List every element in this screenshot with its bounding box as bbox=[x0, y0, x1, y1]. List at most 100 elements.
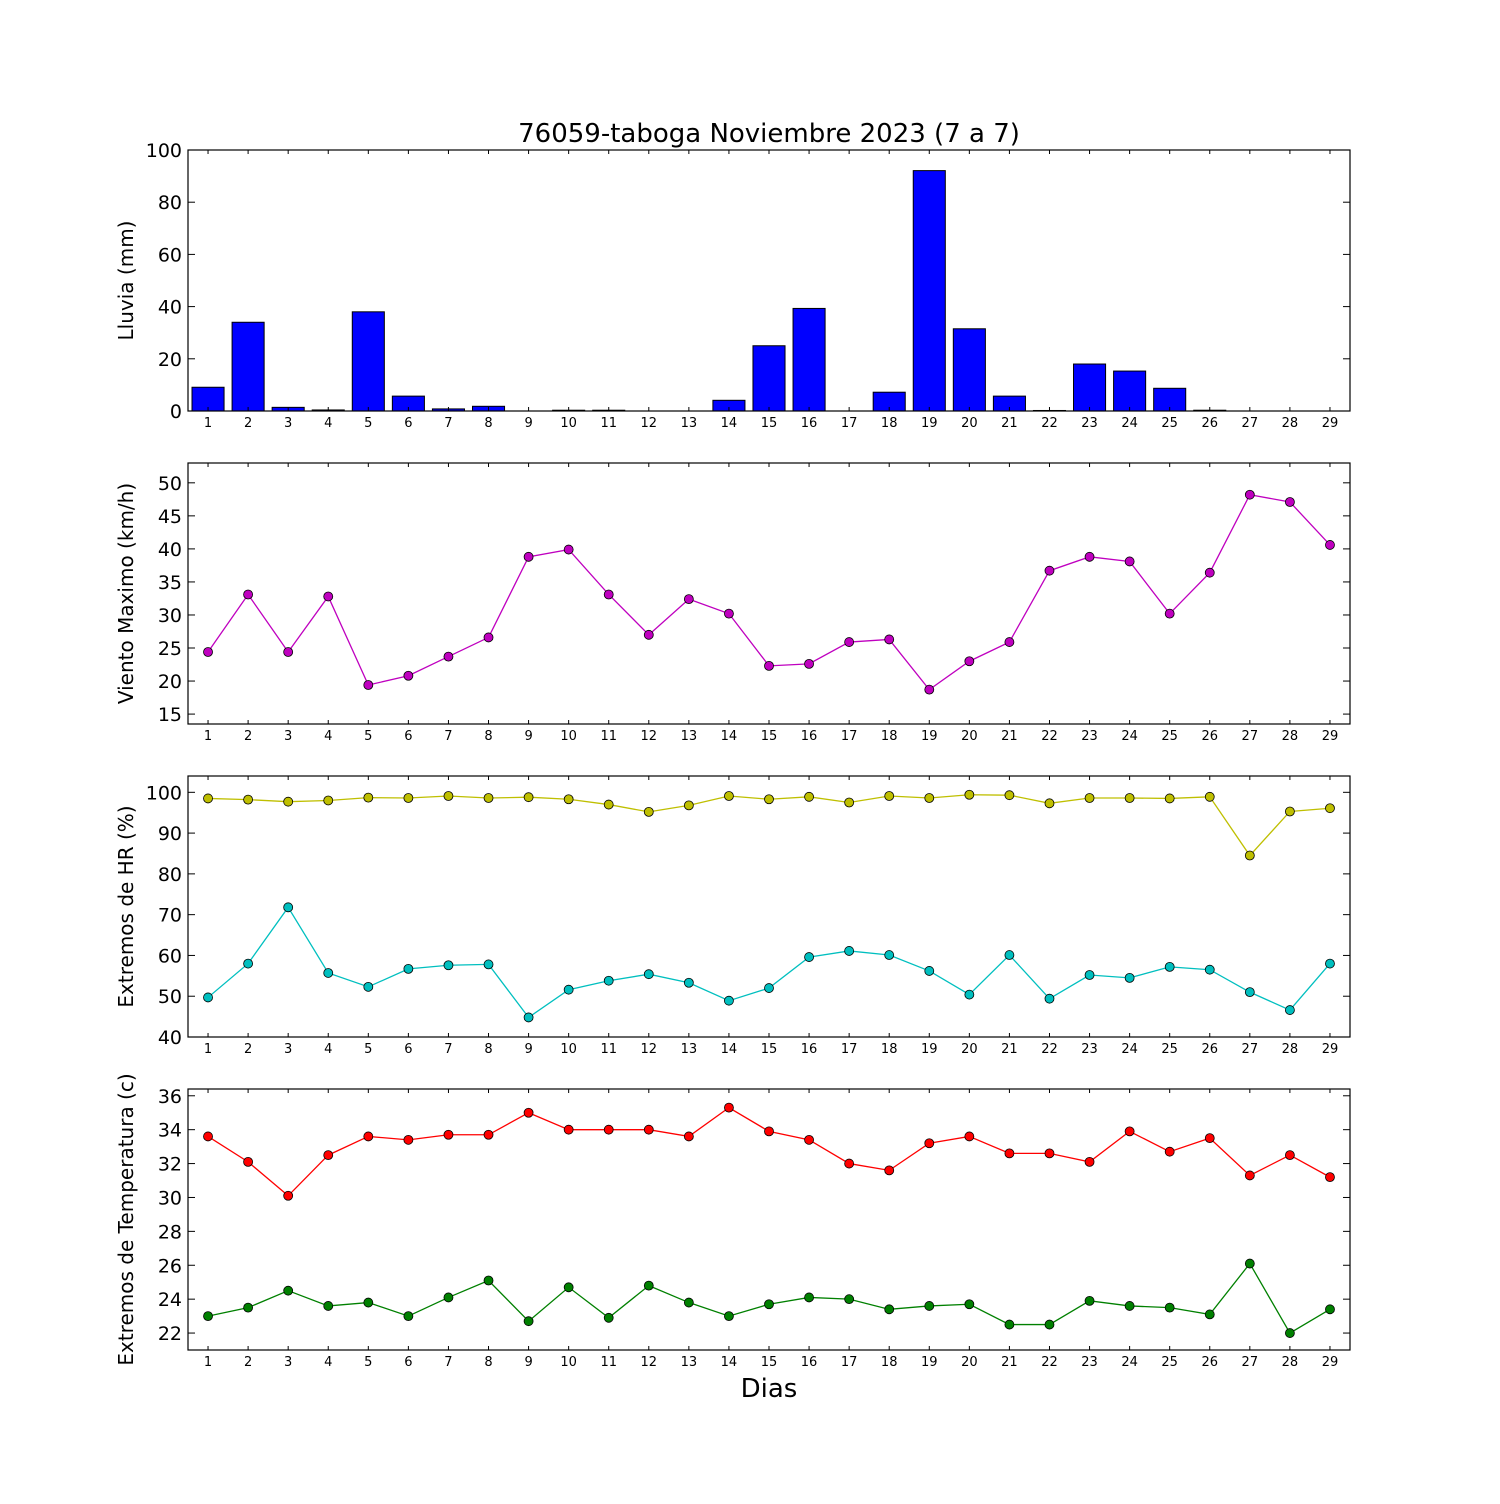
humidity-point-s1-day-15 bbox=[764, 794, 774, 805]
rain-xtick-label-25: 25 bbox=[1161, 416, 1178, 431]
temperature-point-s2-day-21 bbox=[1004, 1319, 1015, 1330]
temperature-point-s2-day-26 bbox=[1204, 1309, 1215, 1320]
wind-xtick-label-18: 18 bbox=[881, 729, 898, 744]
wind-point-s1-day-21 bbox=[1004, 637, 1015, 647]
humidity-point-s1-day-6 bbox=[403, 793, 414, 803]
temperature-ytick-label-36: 36 bbox=[158, 1086, 182, 1108]
temperature-point-s2-day-7 bbox=[443, 1292, 454, 1303]
rain-xtick-label-27: 27 bbox=[1242, 416, 1259, 431]
wind-point-s1-day-23 bbox=[1084, 551, 1095, 562]
humidity-point-s2-day-21 bbox=[1004, 950, 1015, 960]
temperature-panel: 1 2 3 4 5 6 7 8 9 10 11 12 13 14 15 16 17 18 19 20 21 22 23 24 2… bbox=[114, 1073, 1351, 1370]
wind-ytick-label-25: 25 bbox=[158, 638, 182, 660]
wind-xtick-label-15: 15 bbox=[761, 729, 778, 744]
wind-point-s1-day-14 bbox=[724, 608, 734, 619]
humidity-point-s2-day-27 bbox=[1244, 987, 1255, 998]
temperature-point-s2-day-20 bbox=[964, 1299, 975, 1310]
rain-xtick-label-17: 17 bbox=[841, 416, 858, 431]
rain-xtick-label-2: 2 bbox=[244, 416, 252, 431]
temperature-point-s2-day-3 bbox=[283, 1285, 294, 1296]
rain-panel: 1 2 3 4 5 6 7 8 9 10 11 12 13 14 15 16 17 18 19 20 21 22 23 24 2… bbox=[114, 140, 1351, 431]
rain-xtick-label-3: 3 bbox=[284, 416, 292, 431]
wind-point-s1-day-7 bbox=[443, 651, 454, 662]
humidity-point-s2-day-6 bbox=[403, 964, 414, 974]
temperature-point-s2-day-27 bbox=[1244, 1258, 1255, 1269]
wind-xtick-label-24: 24 bbox=[1121, 729, 1138, 744]
temperature-point-s1-day-5 bbox=[363, 1131, 374, 1142]
wind-point-s1-day-17 bbox=[844, 637, 855, 647]
temperature-point-s1-day-10 bbox=[563, 1124, 574, 1135]
temperature-point-s1-day-21 bbox=[1004, 1148, 1015, 1159]
humidity-point-s2-day-22 bbox=[1044, 993, 1055, 1004]
temperature-point-s1-day-22 bbox=[1044, 1148, 1055, 1159]
humidity-ytick-label-50: 50 bbox=[158, 986, 182, 1008]
panels: 1 2 3 4 5 6 7 8 9 10 11 12 13 14 15 16 17 18 19 20 21 22 23 24 2… bbox=[114, 140, 1351, 1370]
wind-point-s1-day-16 bbox=[804, 658, 814, 669]
temperature-xtick-label-11: 11 bbox=[600, 1355, 617, 1370]
humidity-point-s2-day-10 bbox=[563, 984, 574, 995]
wind-point-s1-day-11 bbox=[603, 589, 614, 600]
temperature-xtick-label-23: 23 bbox=[1081, 1355, 1098, 1370]
wind-ytick-label-20: 20 bbox=[158, 671, 182, 693]
humidity-series-line-2 bbox=[207, 906, 1331, 1019]
wind-point-s1-day-26 bbox=[1204, 567, 1215, 578]
wind-point-s1-day-12 bbox=[643, 629, 654, 640]
rain-xtick-label-13: 13 bbox=[681, 416, 698, 431]
humidity-point-s1-day-18 bbox=[884, 791, 895, 801]
humidity-point-s1-day-5 bbox=[363, 792, 374, 803]
temperature-xtick-label-2: 2 bbox=[244, 1355, 252, 1370]
temperature-series-line-1 bbox=[207, 1106, 1331, 1197]
temperature-point-s2-day-19 bbox=[924, 1301, 935, 1311]
temperature-point-s1-day-13 bbox=[683, 1131, 694, 1142]
humidity-xtick-label-3: 3 bbox=[284, 1042, 292, 1057]
wind-xtick-label-16: 16 bbox=[801, 729, 818, 744]
rain-xtick-label-16: 16 bbox=[801, 416, 818, 431]
temperature-point-s2-day-29 bbox=[1325, 1304, 1335, 1315]
wind-point-s1-day-15 bbox=[764, 660, 774, 671]
wind-ytick-label-30: 30 bbox=[158, 605, 182, 627]
humidity-point-s1-day-7 bbox=[443, 791, 454, 801]
wind-point-s1-day-28 bbox=[1285, 497, 1295, 507]
wind-xtick-label-12: 12 bbox=[641, 729, 658, 744]
rain-xtick-label-22: 22 bbox=[1041, 416, 1058, 431]
wind-xtick-label-2: 2 bbox=[244, 729, 252, 744]
wind-point-s1-day-27 bbox=[1244, 489, 1255, 500]
wind-xtick-label-28: 28 bbox=[1282, 729, 1299, 744]
temperature-xtick-label-29: 29 bbox=[1322, 1355, 1339, 1370]
rain-bar-day-5 bbox=[351, 311, 385, 412]
humidity-panel: 1 2 3 4 5 6 7 8 9 10 11 12 13 14 15 16 17 18 19 20 21 22 23 24 2… bbox=[114, 775, 1351, 1057]
humidity-point-s2-day-9 bbox=[523, 1012, 534, 1023]
rain-ytick-label-80: 80 bbox=[158, 192, 182, 214]
wind-ytick-label-50: 50 bbox=[158, 473, 182, 495]
humidity-point-s2-day-15 bbox=[764, 983, 774, 993]
rain-xtick-label-19: 19 bbox=[921, 416, 938, 431]
humidity-xtick-label-11: 11 bbox=[600, 1042, 617, 1057]
temperature-point-s2-day-22 bbox=[1044, 1319, 1055, 1330]
rain-xtick-label-8: 8 bbox=[484, 416, 492, 431]
wind-xtick-label-17: 17 bbox=[841, 729, 858, 744]
rain-xtick-label-23: 23 bbox=[1081, 416, 1098, 431]
temperature-point-s2-day-23 bbox=[1084, 1295, 1095, 1306]
temperature-point-s2-day-8 bbox=[483, 1275, 494, 1286]
temperature-point-s1-day-15 bbox=[764, 1126, 774, 1137]
temperature-point-s2-day-17 bbox=[844, 1294, 855, 1305]
temperature-point-s1-day-26 bbox=[1204, 1133, 1215, 1144]
humidity-xtick-label-6: 6 bbox=[404, 1042, 412, 1057]
humidity-point-s2-day-19 bbox=[924, 966, 935, 976]
temperature-xtick-label-4: 4 bbox=[324, 1355, 332, 1370]
humidity-point-s1-day-3 bbox=[283, 796, 294, 807]
humidity-xtick-label-23: 23 bbox=[1081, 1042, 1098, 1057]
temperature-point-s2-day-28 bbox=[1285, 1328, 1295, 1338]
humidity-point-s2-day-8 bbox=[483, 959, 494, 970]
humidity-point-s2-day-25 bbox=[1164, 961, 1175, 972]
rain-xtick-label-14: 14 bbox=[721, 416, 738, 431]
humidity-point-s1-day-1 bbox=[203, 793, 213, 804]
temperature-point-s1-day-14 bbox=[724, 1102, 734, 1113]
wind-point-s1-day-2 bbox=[243, 589, 254, 600]
chart-title: 76059-taboga Noviembre 2023 (7 a 7) bbox=[518, 119, 1020, 149]
rain-xtick-label-15: 15 bbox=[761, 416, 778, 431]
humidity-ytick-label-100: 100 bbox=[146, 782, 182, 804]
wind-xtick-label-4: 4 bbox=[324, 729, 332, 744]
wind-xtick-label-1: 1 bbox=[204, 729, 212, 744]
